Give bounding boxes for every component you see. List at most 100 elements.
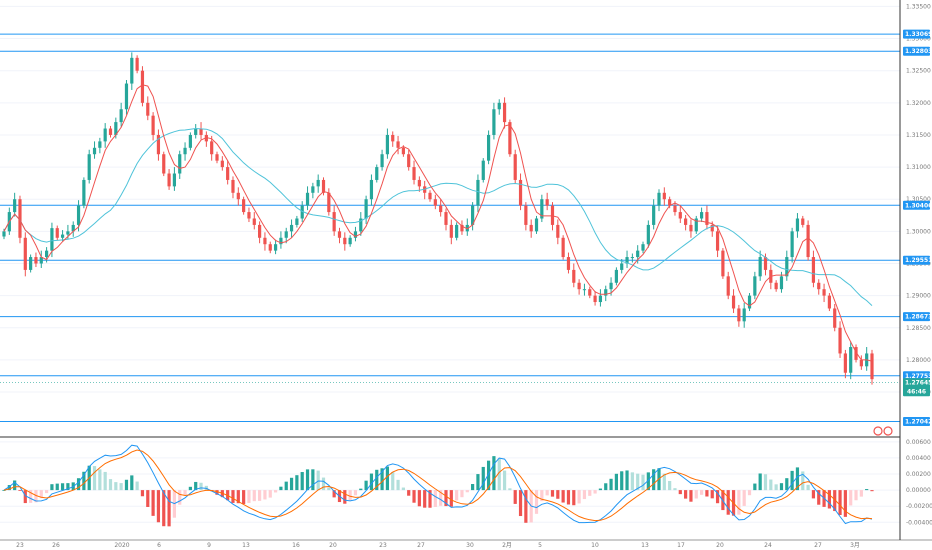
candle-body — [534, 218, 539, 232]
macd-histogram-bar — [401, 487, 405, 491]
candle-body — [66, 231, 70, 235]
macd-histogram-bar — [849, 490, 853, 506]
macd-histogram-bar — [396, 479, 400, 491]
macd-histogram-bar — [13, 480, 17, 491]
candle-body — [593, 295, 597, 303]
candle-body — [295, 218, 299, 225]
level-badge-label: 1.27042 — [905, 418, 932, 425]
alert-icons[interactable] — [873, 426, 893, 436]
macd-histogram-bar — [364, 480, 368, 491]
level-badge-label: 1.30406 — [905, 202, 932, 209]
candle-body — [822, 289, 826, 296]
candle-body — [604, 289, 608, 296]
candle-body — [417, 179, 421, 187]
macd-histogram-bar — [843, 490, 847, 517]
countdown-label: 46:46 — [907, 389, 926, 396]
candle-body — [215, 154, 219, 161]
macd-histogram-bar — [694, 490, 698, 499]
price-tick-label: 1.29000 — [906, 293, 931, 300]
candle-body — [98, 141, 102, 148]
macd-histogram-bar — [162, 490, 166, 527]
time-tick-label: 2020 — [114, 542, 129, 549]
candle-body — [753, 276, 757, 296]
candle-body — [146, 102, 150, 116]
candle-body — [668, 199, 672, 206]
macd-histogram-bar — [183, 490, 187, 496]
candle-body — [742, 308, 746, 322]
macd-histogram-bar — [471, 484, 475, 491]
macd-histogram-bar — [774, 484, 778, 491]
candle-body — [172, 173, 177, 187]
candle-body — [45, 250, 49, 258]
level-badge — [903, 416, 930, 426]
candle-body — [481, 160, 485, 180]
candle-body — [486, 134, 491, 161]
candle-body — [779, 276, 784, 290]
time-tick-label: 20 — [329, 542, 337, 549]
macd-histogram-bar — [439, 490, 443, 506]
time-tick-label: 23 — [379, 542, 387, 549]
macd-histogram-bar — [76, 478, 81, 491]
price-axis[interactable]: 1.33500 1.33000 1.32500 1.32000 1.31500 1.310… — [903, 3, 932, 426]
time-tick-label: 13 — [242, 542, 250, 549]
candle-body — [508, 122, 512, 155]
candle-body — [502, 102, 507, 123]
macd-histogram-bar — [407, 490, 411, 496]
candle-body — [60, 234, 65, 238]
macd-histogram-bar — [668, 480, 672, 491]
candle-body — [731, 295, 736, 309]
macd-histogram-bar — [838, 490, 842, 515]
candle-body — [673, 205, 677, 213]
macd-histogram-bar — [449, 490, 453, 507]
level-badge — [903, 371, 930, 381]
candle-body — [289, 224, 294, 232]
candle-body — [268, 244, 272, 251]
alert-icon-1[interactable] — [873, 426, 883, 436]
macd-histogram-bar — [726, 490, 730, 515]
price-tick-label: 1.32500 — [906, 68, 931, 75]
alert-icon-2[interactable] — [883, 426, 893, 436]
candle-body — [550, 205, 555, 225]
price-tick-label: 1.30000 — [906, 228, 931, 235]
candle-body — [231, 179, 235, 193]
candle-body — [439, 205, 443, 213]
macd-histogram-bar — [811, 490, 816, 499]
candle-body — [577, 282, 581, 290]
candle-body — [407, 154, 411, 168]
macd-histogram-bar — [284, 481, 288, 491]
time-axis[interactable]: 23 26 2020 6 9 13 16 20 23 27 30 2月 5 10 13 17 20 24 27 3月 — [16, 542, 860, 549]
macd-histogram-bar — [252, 490, 256, 502]
macd-histogram-bar — [641, 474, 645, 491]
candle-body — [785, 257, 789, 277]
macd-histogram-bar — [747, 490, 752, 496]
level-badge-label: 1.27753 — [905, 373, 932, 380]
macd-histogram-bar — [662, 473, 666, 491]
time-tick-label: 5 — [538, 542, 542, 549]
macd-histogram-bar — [673, 488, 677, 491]
candle-body — [774, 282, 778, 290]
candle-body — [625, 257, 629, 264]
macd-line — [3, 444, 873, 525]
candle-body — [513, 154, 517, 180]
candle-body — [55, 228, 59, 238]
candle-body — [337, 231, 342, 238]
macd-histogram-bar — [188, 486, 192, 491]
horizontal-levels[interactable] — [0, 33, 900, 422]
macd-histogram-bar — [369, 473, 374, 491]
macd-axis[interactable]: 0.00600 0.00400 0.00200 0.00000 -0.00200 -0.0… — [906, 439, 932, 526]
macd-histogram-bar — [55, 483, 59, 491]
level-badge-label: 1.32803 — [905, 48, 932, 55]
macd-histogram-bar — [865, 489, 869, 491]
macd-histogram-bar — [715, 490, 720, 504]
candle-body — [247, 212, 251, 219]
macd-histogram-bar — [609, 478, 613, 491]
macd-histogram-bar — [18, 490, 22, 491]
macd-histogram-bar — [258, 490, 262, 501]
macd-histogram-bar — [582, 490, 587, 500]
candle-body — [18, 199, 22, 238]
macd-histogram-bar — [305, 469, 310, 491]
signal-line — [3, 449, 873, 522]
time-tick-label: 20 — [716, 542, 724, 549]
candle-body — [284, 231, 288, 238]
